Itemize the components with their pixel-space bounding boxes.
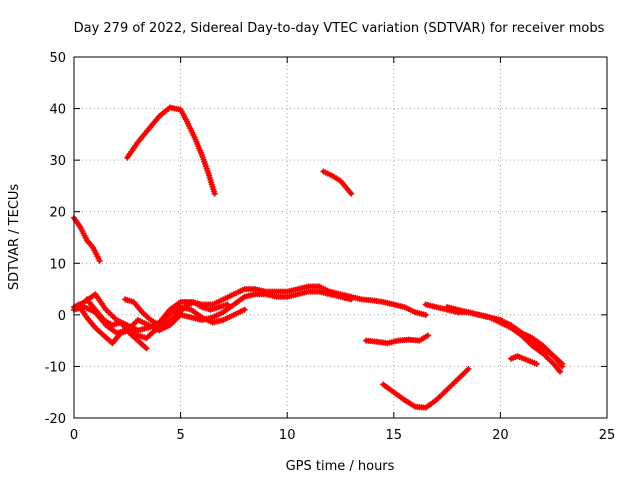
x-tick-label: 15 xyxy=(386,428,403,443)
data-marks xyxy=(71,104,566,411)
x-tick-label: 0 xyxy=(70,428,78,443)
data-point xyxy=(348,296,355,303)
data-point xyxy=(348,190,355,197)
x-axis-label: GPS time / hours xyxy=(286,459,395,474)
data-point xyxy=(96,257,103,264)
data-point xyxy=(224,301,231,308)
series-arc-mid-low xyxy=(363,332,431,347)
data-point xyxy=(422,311,429,318)
x-tick-label: 5 xyxy=(176,428,184,443)
data-point xyxy=(143,345,150,352)
grid xyxy=(74,57,607,418)
y-tick-label: 0 xyxy=(58,309,66,324)
series-arc-low-5 xyxy=(122,296,231,329)
y-tick-label: 40 xyxy=(49,103,66,118)
series-arc-low-4 xyxy=(83,296,150,352)
series-arc-low-1 xyxy=(71,283,429,334)
data-point xyxy=(211,190,218,197)
data-point xyxy=(557,368,564,375)
series-arc-early xyxy=(71,214,103,264)
y-tick-label: 10 xyxy=(49,257,66,272)
data-point xyxy=(465,366,472,373)
data-point xyxy=(241,306,248,313)
plot-frame xyxy=(73,56,608,419)
chart-title: Day 279 of 2022, Sidereal Day-to-day VTE… xyxy=(74,21,605,36)
y-tick-label: -20 xyxy=(45,412,66,427)
series-arc-evening-3 xyxy=(508,353,540,367)
data-point xyxy=(533,360,540,367)
data-point xyxy=(559,363,566,370)
y-tick-label: -10 xyxy=(45,360,66,375)
series-arc-evening-4 xyxy=(476,311,566,370)
series-arc-min xyxy=(380,366,472,411)
y-tick-label: 30 xyxy=(49,154,66,169)
y-tick-label: 20 xyxy=(49,206,66,221)
ticks: 0 5 10 15 20 25 -20 -10 0 10 20 30 40 50 xyxy=(45,51,616,443)
series-arc-high-morning xyxy=(124,104,218,197)
series-arc-low-3 xyxy=(75,301,248,347)
data-point xyxy=(424,332,431,339)
series-arc-noon-high xyxy=(320,168,355,197)
x-tick-label: 10 xyxy=(279,428,296,443)
y-axis-label: SDTVAR / TECUs xyxy=(7,184,22,291)
x-tick-label: 20 xyxy=(492,428,509,443)
y-tick-label: 50 xyxy=(49,51,66,66)
x-tick-label: 25 xyxy=(599,428,616,443)
